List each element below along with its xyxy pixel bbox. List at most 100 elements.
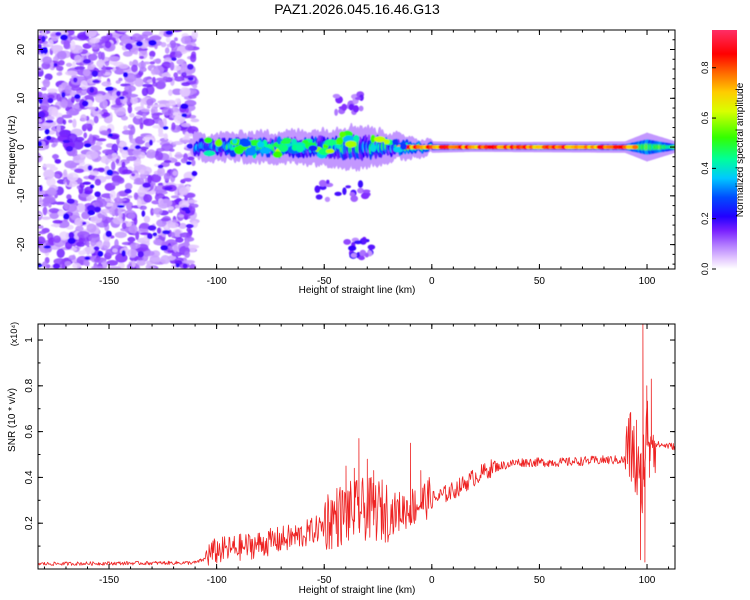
noise-blob: [157, 167, 166, 177]
noise-blob: [151, 112, 160, 120]
noise-speckle: [84, 256, 91, 260]
noise-blob: [92, 51, 99, 55]
noise-blob: [131, 173, 136, 177]
noise-blob: [42, 78, 51, 88]
y-tick-label: 1: [24, 337, 35, 343]
noise-blob: [170, 231, 176, 239]
y-tick-label: 0.4: [24, 470, 35, 484]
noise-blob: [172, 112, 179, 116]
noise-blob: [64, 85, 72, 94]
noise-speckle: [61, 91, 66, 98]
noise-blob: [47, 94, 55, 100]
noise-blob: [71, 247, 78, 252]
noise-speckle: [106, 169, 114, 176]
noise-speckle: [43, 245, 52, 249]
noise-speckle: [83, 143, 92, 148]
band-patch: [259, 147, 271, 155]
noise-blob: [50, 44, 64, 52]
noise-blob: [160, 217, 171, 222]
noise-blob: [129, 61, 133, 66]
noise-speckle: [160, 244, 169, 251]
noise-blob: [47, 187, 57, 197]
noise-blob: [190, 53, 197, 63]
noise-blob: [133, 192, 139, 201]
noise-speckle: [38, 44, 42, 49]
noise-blob: [101, 81, 112, 87]
noise-blob: [184, 250, 191, 259]
band-patch: [204, 137, 213, 144]
noise-blob: [97, 51, 103, 60]
band-patch: [245, 147, 257, 156]
secondary-blob: [334, 108, 338, 116]
noise-speckle: [82, 181, 92, 185]
noise-speckle: [162, 126, 169, 130]
noise-speckle: [45, 119, 54, 124]
noise-blob: [115, 253, 128, 263]
noise-speckle: [137, 251, 144, 258]
noise-blob: [114, 238, 119, 249]
noise-blob: [133, 181, 146, 185]
noise-speckle: [122, 146, 129, 151]
noise-blob: [180, 35, 192, 45]
noise-blob: [121, 149, 129, 159]
secondary-blob: [345, 185, 351, 189]
noise-blob: [135, 115, 142, 119]
noise-blob: [50, 223, 61, 227]
band-patch: [345, 140, 357, 148]
spectrogram-frame: [37, 29, 676, 270]
noise-blob: [168, 89, 173, 96]
noise-speckle: [185, 224, 194, 229]
noise-blob: [99, 111, 104, 115]
noise-blob: [112, 216, 124, 225]
secondary-blob: [357, 187, 364, 194]
noise-blob: [82, 246, 95, 255]
noise-blob: [86, 241, 90, 247]
noise-speckle: [164, 186, 173, 191]
noise-blob: [184, 44, 194, 51]
noise-blob: [38, 212, 42, 218]
colorbar: 0.0 0.2 0.4 0.6 0.8 Normalized spectral ampl…: [700, 30, 746, 275]
noise-blob: [143, 215, 151, 223]
noise-blob: [87, 53, 98, 61]
noise-blob: [89, 38, 100, 44]
noise-blob: [154, 151, 164, 161]
signal-band: [192, 122, 675, 172]
snr-x-ticks: -150 -100 -50 0 50 100: [43, 324, 670, 586]
noise-blob: [191, 30, 199, 40]
noise-blob: [100, 130, 110, 136]
noise-blob: [91, 43, 100, 50]
noise-blob: [68, 119, 73, 124]
noise-blob: [173, 72, 179, 79]
noise-blob: [95, 141, 103, 146]
noise-speckle: [89, 184, 95, 189]
noise-blob: [51, 143, 57, 148]
noise-blob: [102, 65, 106, 75]
noise-blob: [66, 172, 79, 182]
secondary-blob: [360, 192, 370, 200]
noise-blob: [159, 198, 173, 208]
noise-blob: [88, 133, 93, 143]
noise-blob: [143, 250, 155, 257]
noise-blob: [72, 140, 84, 150]
noise-blob: [127, 104, 133, 114]
noise-blob: [66, 194, 72, 200]
noise-blob: [142, 113, 147, 118]
noise-speckle: [38, 141, 43, 147]
noise-blob: [161, 61, 172, 69]
band-patch: [203, 150, 216, 157]
noise-blob: [171, 219, 179, 223]
noise-speckle: [191, 170, 198, 177]
noise-blob: [116, 192, 120, 202]
noise-blob: [161, 107, 174, 116]
noise-blob: [38, 196, 43, 203]
noise-blob: [106, 260, 119, 266]
noise-speckle: [53, 63, 58, 67]
noise-blob: [68, 254, 76, 261]
secondary-blob: [359, 249, 367, 257]
noise-speckle: [92, 79, 100, 84]
noise-blob: [111, 152, 118, 162]
snr-x-label: Height of straight line (km): [299, 585, 416, 596]
noise-blob: [74, 66, 86, 70]
